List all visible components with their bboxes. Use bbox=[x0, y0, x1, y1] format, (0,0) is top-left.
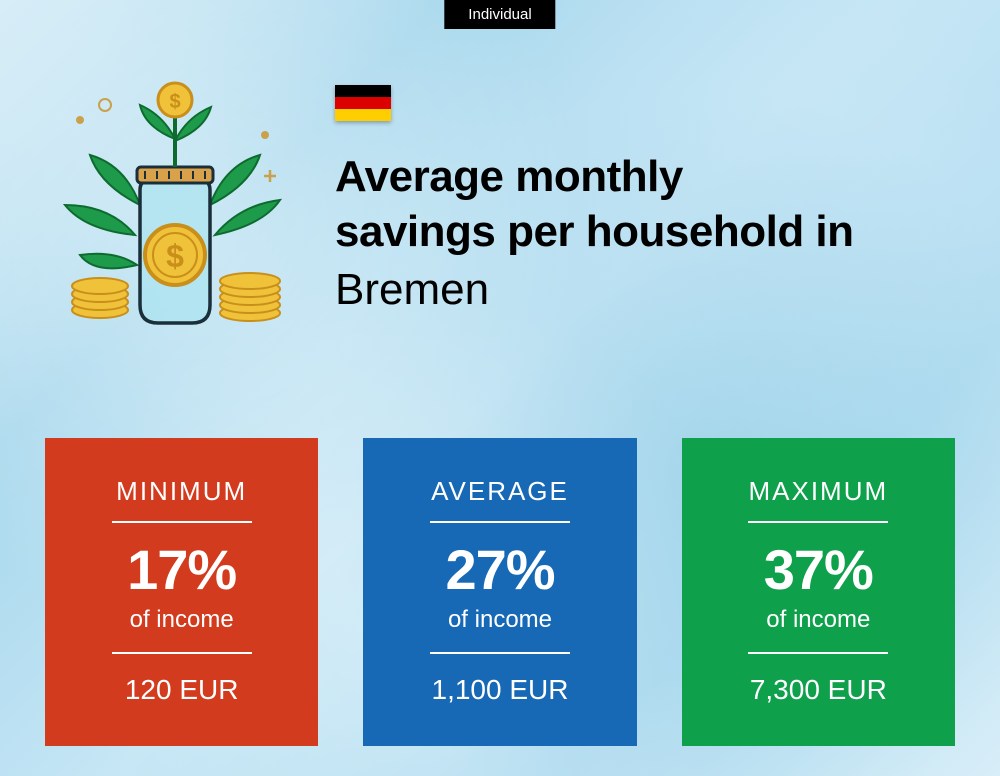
germany-flag-icon bbox=[335, 85, 391, 121]
card-sub: of income bbox=[383, 606, 616, 634]
card-percent: 17% bbox=[65, 537, 298, 602]
card-sub: of income bbox=[65, 606, 298, 634]
page-title: Average monthly savings per household in bbox=[335, 149, 854, 259]
savings-illustration: $ $ bbox=[45, 75, 305, 335]
divider bbox=[748, 652, 888, 654]
card-amount: 120 EUR bbox=[65, 674, 298, 706]
card-maximum: MAXIMUM 37% of income 7,300 EUR bbox=[682, 438, 955, 746]
stat-cards: MINIMUM 17% of income 120 EUR AVERAGE 27… bbox=[45, 438, 955, 746]
header: $ $ Average monthly savings per househol… bbox=[0, 55, 1000, 335]
card-minimum: MINIMUM 17% of income 120 EUR bbox=[45, 438, 318, 746]
card-label: AVERAGE bbox=[383, 476, 616, 507]
card-percent: 27% bbox=[383, 537, 616, 602]
flag-stripe bbox=[335, 85, 391, 97]
divider bbox=[748, 521, 888, 523]
divider bbox=[430, 521, 570, 523]
svg-text:$: $ bbox=[166, 238, 184, 274]
divider bbox=[112, 521, 252, 523]
divider bbox=[430, 652, 570, 654]
title-line: Average monthly bbox=[335, 149, 854, 204]
card-label: MAXIMUM bbox=[702, 476, 935, 507]
card-amount: 7,300 EUR bbox=[702, 674, 935, 706]
title-block: Average monthly savings per household in… bbox=[335, 85, 854, 315]
card-sub: of income bbox=[702, 606, 935, 634]
title-line: savings per household in bbox=[335, 204, 854, 259]
card-percent: 37% bbox=[702, 537, 935, 602]
region-name: Bremen bbox=[335, 265, 854, 315]
card-average: AVERAGE 27% of income 1,100 EUR bbox=[363, 438, 636, 746]
svg-text:$: $ bbox=[169, 91, 180, 113]
flag-stripe bbox=[335, 97, 391, 109]
divider bbox=[112, 652, 252, 654]
tab-label: Individual bbox=[468, 6, 531, 23]
card-label: MINIMUM bbox=[65, 476, 298, 507]
tab-individual[interactable]: Individual bbox=[444, 0, 555, 29]
flag-stripe bbox=[335, 109, 391, 121]
card-amount: 1,100 EUR bbox=[383, 674, 616, 706]
